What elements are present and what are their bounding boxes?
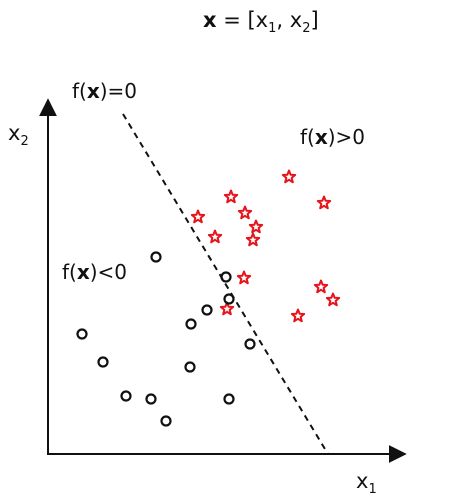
positive-region-label: f(x)>0 <box>300 125 365 149</box>
star-point-3 <box>190 209 206 224</box>
equation-sub1: 1 <box>268 21 276 36</box>
star-point-11 <box>219 301 235 316</box>
star-point-9 <box>236 270 252 285</box>
circle-point-10 <box>120 390 132 402</box>
equation-comma: , x <box>276 8 302 32</box>
circle-point-11 <box>145 393 157 405</box>
circle-point-12 <box>223 393 235 405</box>
equation-title: x = [x1, x2] <box>203 8 319 36</box>
star-point-5 <box>248 219 264 234</box>
circle-point-5 <box>185 318 197 330</box>
star-point-7 <box>245 232 261 247</box>
star-point-6 <box>207 229 223 244</box>
equation-close: ] <box>310 8 318 32</box>
negative-region-label: f(x)<0 <box>62 260 127 284</box>
circle-point-1 <box>150 251 162 263</box>
star-point-8 <box>316 195 332 210</box>
y-axis-label: x2 <box>8 121 29 149</box>
decision-boundary-line <box>122 113 329 455</box>
data-points <box>76 169 341 427</box>
x-axis-label: x1 <box>356 469 377 497</box>
star-point-1 <box>281 169 297 184</box>
circle-point-6 <box>76 328 88 340</box>
boundary-label: f(x)=0 <box>72 79 137 103</box>
star-point-13 <box>290 308 306 323</box>
circle-point-13 <box>160 415 172 427</box>
star-point-12 <box>325 292 341 307</box>
circle-point-7 <box>244 338 256 350</box>
equation-bold-var: x <box>203 8 217 32</box>
circle-point-8 <box>97 356 109 368</box>
circle-point-9 <box>184 361 196 373</box>
star-point-10 <box>313 279 329 294</box>
circle-point-3 <box>223 293 235 305</box>
star-point-4 <box>237 205 253 220</box>
circle-point-2 <box>220 271 232 283</box>
equation-sub2: 2 <box>302 21 310 36</box>
equation-equals: = [x <box>217 8 269 32</box>
circle-point-4 <box>201 304 213 316</box>
star-point-2 <box>223 189 239 204</box>
